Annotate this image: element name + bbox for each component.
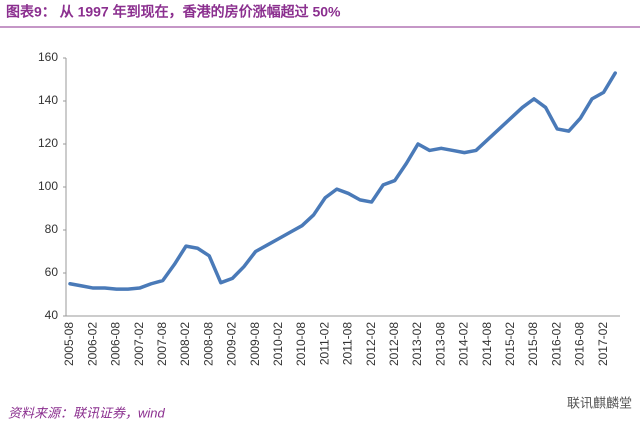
y-tick-label: 60 [45,265,59,279]
y-tick-label: 40 [45,308,59,322]
data-line [68,71,617,291]
x-tick-label: 2009-08 [248,322,262,366]
x-tick-label: 2014-02 [457,322,471,366]
x-tick-label: 2013-02 [410,322,424,366]
x-tick-label: 2015-08 [526,322,540,366]
x-tick-label: 2012-02 [364,322,378,366]
x-tick-label: 2006-02 [85,322,99,366]
x-tick-label: 2016-08 [573,322,587,366]
x-tick-label: 2014-08 [480,322,494,366]
y-tick-label: 140 [38,93,58,107]
x-tick-label: 2011-02 [317,322,331,365]
x-tick-label: 2008-02 [178,322,192,366]
x-tick-label: 2013-08 [433,322,447,366]
x-tick-label: 2007-08 [155,322,169,366]
x-tick-label: 2010-08 [294,322,308,366]
y-tick-label: 100 [38,179,58,193]
x-tick-label: 2010-02 [271,322,285,366]
x-tick-label: 2007-02 [132,322,146,366]
x-tick-label: 2017-02 [596,322,610,366]
x-tick-label: 2012-08 [387,322,401,366]
x-tick-label: 2016-02 [549,322,563,366]
source-note: 资料来源：联讯证券，wind [8,405,166,420]
x-tick-label: 2015-02 [503,322,517,366]
watermark: 联讯麒麟堂 [567,395,632,410]
y-tick-label: 160 [38,50,58,64]
x-tick-label: 2009-02 [225,322,239,366]
x-tick-label: 2005-08 [62,322,76,366]
x-tick-label: 2008-08 [201,322,215,366]
x-tick-label: 2006-08 [109,322,123,366]
x-tick-label: 2011-08 [341,322,355,365]
y-tick-label: 120 [38,136,58,150]
y-tick-label: 80 [45,222,59,236]
chart-title: 图表9： 从 1997 年到现在，香港的房价涨幅超过 50% [6,4,341,20]
